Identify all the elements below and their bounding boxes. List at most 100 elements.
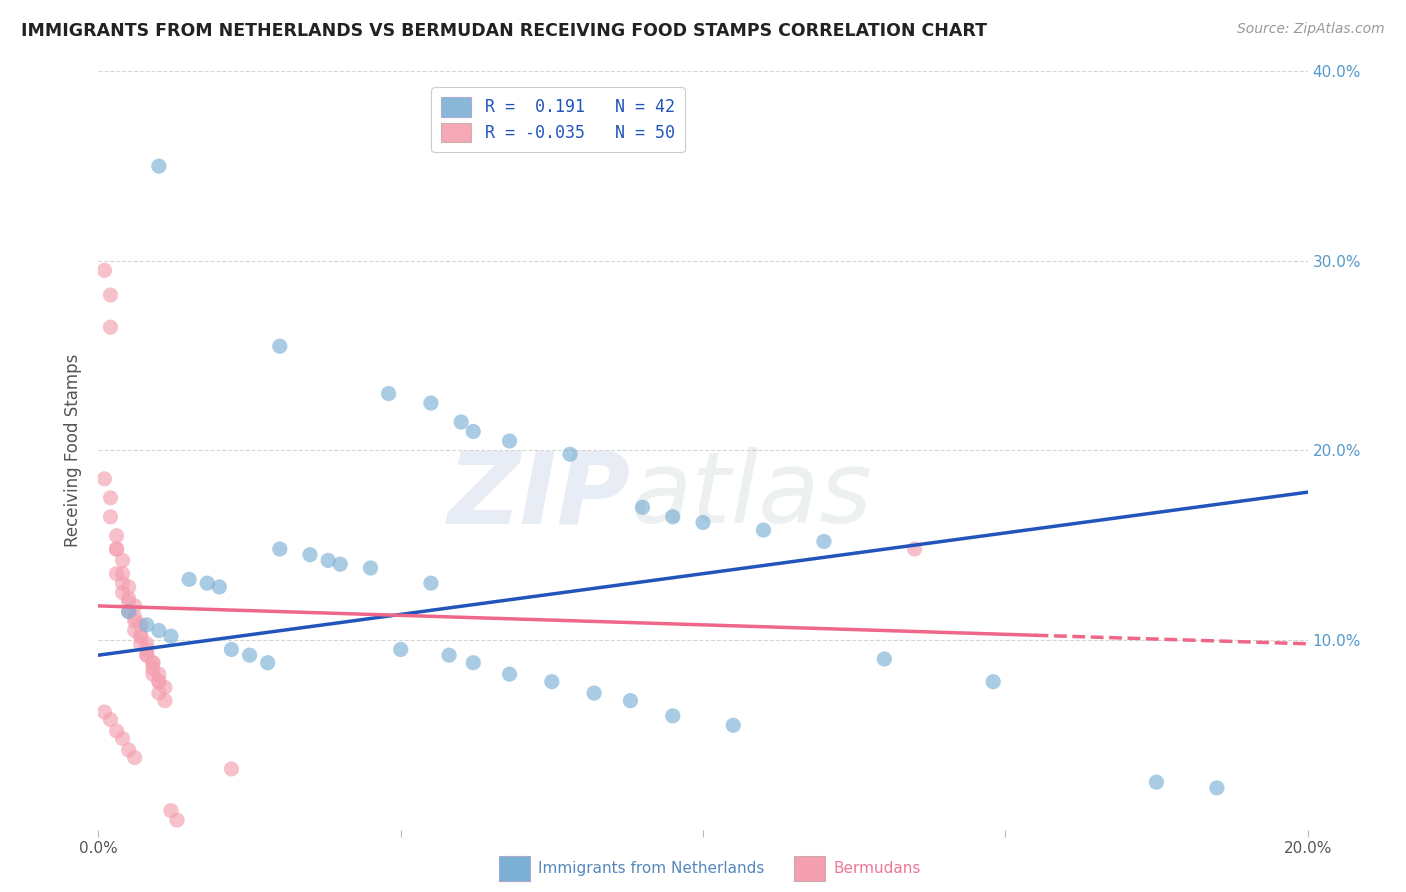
Point	[208, 580, 231, 594]
Point	[463, 656, 485, 670]
Point	[450, 415, 472, 429]
Point	[239, 648, 262, 662]
Point	[221, 762, 243, 776]
Point	[269, 542, 291, 557]
Point	[619, 694, 641, 708]
Point	[389, 642, 412, 657]
Point	[256, 656, 278, 670]
Text: IMMIGRANTS FROM NETHERLANDS VS BERMUDAN RECEIVING FOOD STAMPS CORRELATION CHART: IMMIGRANTS FROM NETHERLANDS VS BERMUDAN …	[21, 22, 987, 40]
Point	[148, 624, 170, 638]
Point	[420, 396, 443, 410]
Text: atlas: atlas	[630, 448, 872, 544]
Point	[160, 804, 183, 818]
Point	[692, 516, 714, 530]
Point	[981, 674, 1004, 689]
Point	[129, 637, 152, 651]
Point	[420, 576, 443, 591]
Point	[142, 661, 165, 675]
Point	[873, 652, 896, 666]
Point	[142, 656, 165, 670]
Point	[118, 591, 141, 606]
Point	[124, 610, 146, 624]
Point	[148, 667, 170, 681]
Point	[752, 523, 775, 537]
Point	[124, 750, 146, 764]
Point	[540, 674, 562, 689]
Point	[498, 434, 520, 448]
Point	[100, 288, 122, 302]
Point	[111, 566, 134, 581]
Point	[269, 339, 291, 353]
Point	[360, 561, 382, 575]
Point	[166, 813, 188, 827]
Point	[437, 648, 460, 662]
Point	[105, 529, 128, 543]
Point	[904, 542, 927, 557]
Point	[135, 642, 157, 657]
Point	[111, 731, 134, 746]
Point	[153, 694, 176, 708]
Point	[148, 674, 170, 689]
Point	[135, 648, 157, 662]
Point	[316, 553, 339, 567]
Point	[100, 713, 122, 727]
Point	[377, 386, 399, 401]
Point	[118, 605, 141, 619]
Point	[813, 534, 835, 549]
Point	[723, 718, 745, 732]
Point	[111, 585, 134, 599]
Point	[135, 637, 157, 651]
Point	[124, 624, 146, 638]
Point	[129, 629, 152, 643]
Legend: R =  0.191   N = 42, R = -0.035   N = 50: R = 0.191 N = 42, R = -0.035 N = 50	[432, 87, 685, 153]
Point	[93, 263, 115, 277]
Point	[583, 686, 606, 700]
Point	[558, 447, 581, 461]
Point	[153, 681, 176, 695]
Point	[105, 542, 128, 557]
Point	[135, 618, 157, 632]
Point	[93, 705, 115, 719]
Point	[148, 159, 170, 173]
Point	[631, 500, 654, 515]
Point	[124, 614, 146, 628]
Point	[142, 656, 165, 670]
Point	[1206, 780, 1229, 795]
Point	[129, 618, 152, 632]
Point	[111, 576, 134, 591]
Point	[1144, 775, 1167, 789]
Point	[299, 548, 322, 562]
Point	[100, 509, 122, 524]
Point	[129, 629, 152, 643]
Point	[221, 642, 243, 657]
Point	[118, 595, 141, 609]
Text: ZIP: ZIP	[447, 448, 630, 544]
Text: Immigrants from Netherlands: Immigrants from Netherlands	[538, 862, 765, 876]
Point	[135, 648, 157, 662]
Point	[100, 491, 122, 505]
Point	[105, 542, 128, 557]
Point	[148, 686, 170, 700]
Point	[160, 629, 183, 643]
Point	[329, 557, 352, 572]
Text: Source: ZipAtlas.com: Source: ZipAtlas.com	[1237, 22, 1385, 37]
Point	[179, 573, 201, 587]
Y-axis label: Receiving Food Stamps: Receiving Food Stamps	[65, 354, 83, 547]
Point	[118, 605, 141, 619]
Point	[463, 425, 485, 439]
Point	[105, 566, 128, 581]
Point	[661, 509, 683, 524]
Point	[148, 674, 170, 689]
Point	[124, 599, 146, 613]
Point	[93, 472, 115, 486]
Point	[111, 553, 134, 567]
Point	[105, 724, 128, 739]
Point	[142, 667, 165, 681]
Point	[498, 667, 520, 681]
Point	[118, 580, 141, 594]
Point	[195, 576, 218, 591]
Point	[661, 708, 683, 723]
Point	[100, 320, 122, 334]
Point	[118, 743, 141, 757]
Text: Bermudans: Bermudans	[834, 862, 921, 876]
